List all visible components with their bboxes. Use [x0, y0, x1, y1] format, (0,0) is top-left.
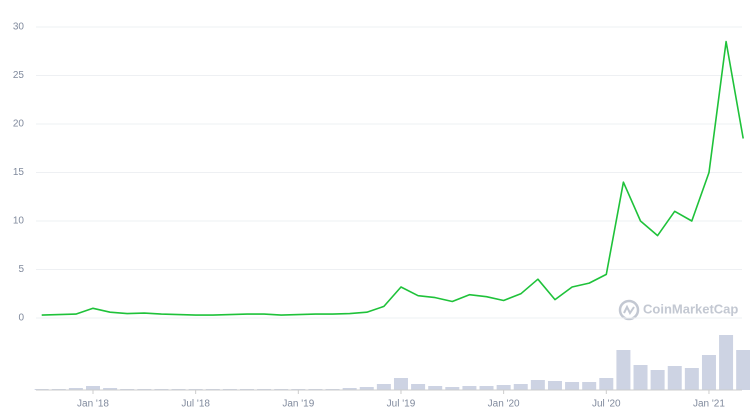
volume-bar: [667, 366, 682, 390]
volume-bar: [393, 378, 408, 390]
volume-bar: [736, 350, 750, 390]
watermark-logo: [618, 299, 640, 321]
x-tick-label: Jan '20: [488, 399, 520, 410]
volume-bar: [342, 388, 357, 390]
y-tick-label: 25: [13, 70, 25, 81]
volume-bar: [428, 386, 443, 390]
x-tick-label: Jul '20: [592, 399, 621, 410]
watermark: CoinMarketCap: [643, 301, 738, 316]
volume-bar: [513, 384, 528, 390]
volume-bar: [684, 368, 699, 390]
volume-bar: [582, 382, 597, 390]
y-tick-label: 15: [13, 167, 25, 178]
volume-bar: [599, 378, 614, 390]
volume-bar: [86, 386, 100, 390]
volume-bar: [479, 386, 494, 390]
y-tick-label: 0: [18, 313, 24, 324]
volume-bar: [530, 380, 545, 390]
y-tick-label: 20: [13, 119, 25, 130]
x-tick-label: Jan '19: [282, 399, 314, 410]
volume-bar: [462, 386, 477, 390]
volume-bar: [616, 350, 631, 390]
volume-bar: [445, 387, 460, 390]
volume-bar: [719, 335, 734, 390]
volume-bar: [565, 382, 580, 390]
y-tick-label: 5: [18, 264, 24, 275]
volume-bar: [359, 387, 374, 390]
price-line: [41, 40, 744, 316]
x-tick-label: Jan '21: [693, 399, 725, 410]
x-tick-label: Jul '19: [387, 399, 416, 410]
x-tick-label: Jan '18: [77, 399, 109, 410]
volume-bar: [68, 388, 83, 390]
y-tick-label: 30: [13, 22, 25, 33]
volume-bar: [633, 365, 648, 390]
y-tick-label: 10: [13, 216, 25, 227]
volume-bar: [376, 384, 391, 390]
volume-bar: [650, 370, 665, 390]
x-tick-label: Jul '18: [181, 399, 210, 410]
plot: 0 5 10 15 20 25 30 Jan '18 Jul '18 Jan '19 Jul '19…: [13, 22, 750, 410]
volume-bar: [103, 388, 118, 390]
volume-bar: [411, 384, 426, 390]
volume-bar: [701, 355, 716, 390]
volume-bar: [496, 385, 511, 390]
volume-bar: [547, 381, 562, 390]
